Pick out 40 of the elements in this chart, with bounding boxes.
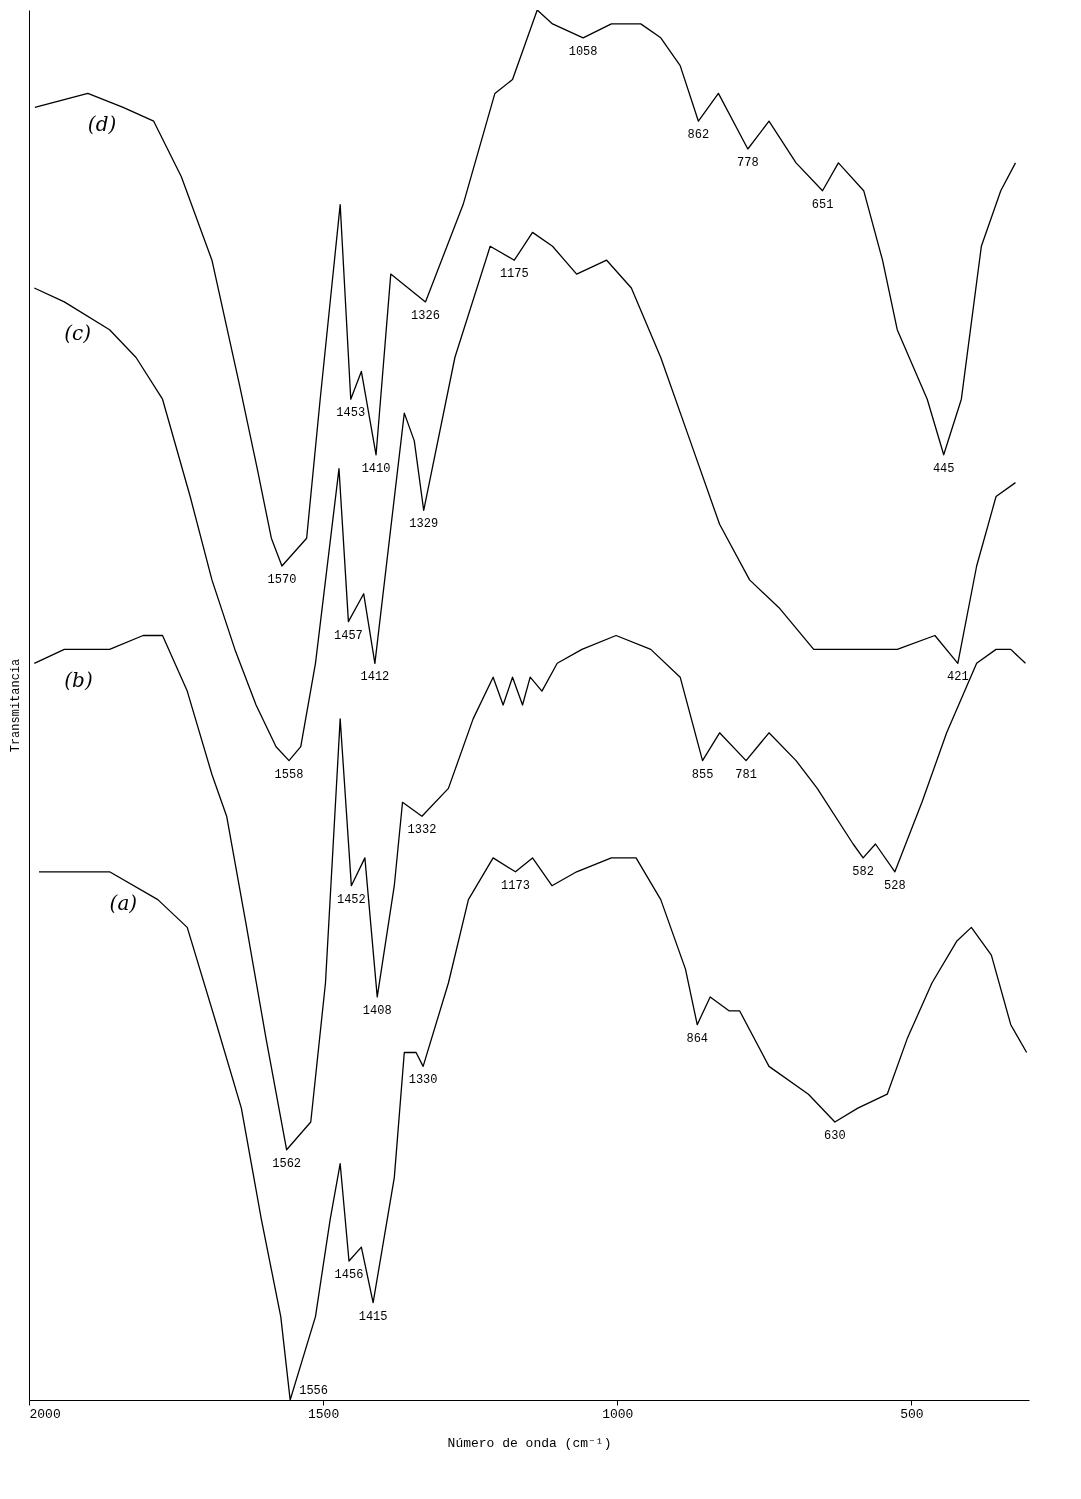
- annotation: 1410: [361, 461, 391, 476]
- annotation: 651: [811, 197, 834, 212]
- annotation: 582: [852, 864, 874, 879]
- series-label: (b): [64, 668, 93, 693]
- annotation: 1175: [499, 267, 529, 282]
- annotation: 781: [735, 767, 757, 782]
- annotation: 1456: [334, 1268, 364, 1282]
- annotation: 1326: [411, 308, 440, 323]
- annotation: 1058: [568, 44, 598, 59]
- annotation: 1408: [362, 1003, 392, 1018]
- annotation: 528: [884, 878, 906, 893]
- annotation: 1330: [408, 1073, 438, 1088]
- annotation: 445: [932, 461, 955, 476]
- annotation: 855: [691, 767, 714, 782]
- x-axis-title: Número de onda (cm⁻¹): [447, 1435, 612, 1451]
- annotation: 1332: [407, 823, 437, 838]
- annotation: 862: [687, 128, 710, 143]
- annotation: 1556: [299, 1384, 328, 1398]
- x-tick-label: 1500: [308, 1406, 340, 1422]
- annotation: 421: [947, 670, 969, 685]
- annotation: 864: [686, 1031, 709, 1046]
- series-label: (d): [87, 112, 117, 137]
- annotation: 1558: [274, 767, 304, 782]
- annotation: 1452: [336, 892, 366, 907]
- annotation: 1562: [272, 1156, 302, 1171]
- annotation: 1453: [336, 406, 366, 421]
- series-label: (a): [109, 890, 138, 915]
- x-tick-label: 2000: [29, 1406, 61, 1422]
- series-label: (c): [64, 320, 92, 345]
- x-tick-label: 1000: [602, 1406, 634, 1422]
- annotation: 778: [737, 156, 759, 170]
- y-axis-title: Transmitancia: [8, 658, 23, 753]
- annotation: 1412: [360, 670, 390, 685]
- annotation: 1415: [358, 1309, 388, 1324]
- annotation: 1570: [267, 573, 297, 587]
- x-tick-label: 500: [900, 1406, 924, 1422]
- annotation: 1173: [501, 878, 530, 893]
- annotation: 1329: [409, 517, 439, 532]
- annotation: 630: [824, 1129, 846, 1143]
- annotation: 1457: [334, 628, 363, 643]
